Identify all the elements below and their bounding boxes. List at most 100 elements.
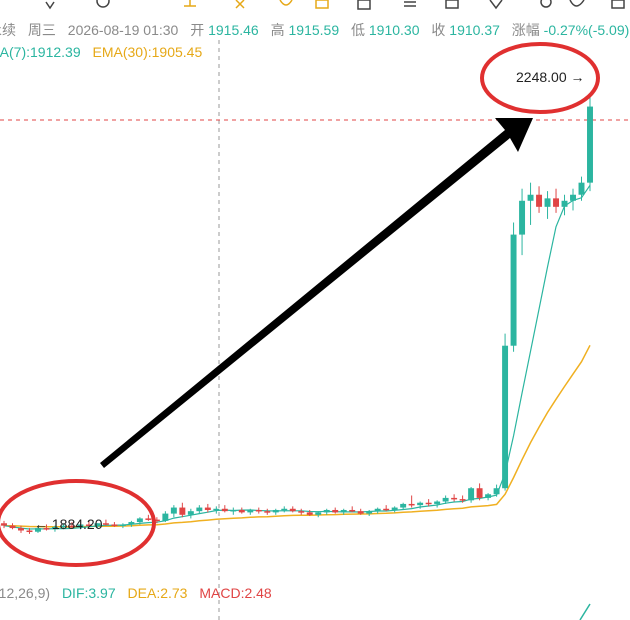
candle-body (221, 508, 228, 512)
candle-body (1, 523, 7, 526)
candle-body (153, 519, 160, 522)
list-icon[interactable] (404, 1, 416, 7)
grid-icon[interactable] (357, 0, 371, 10)
candle-body (349, 509, 356, 512)
low-label: 低 (351, 22, 365, 38)
candle (136, 517, 143, 525)
clock-icon[interactable] (96, 0, 110, 8)
box-icon[interactable] (445, 0, 459, 9)
cross-tool-icon[interactable] (235, 0, 245, 9)
candle (111, 522, 118, 527)
candle (578, 176, 585, 201)
candle-body (179, 507, 186, 515)
open-value: 1915.46 (208, 22, 259, 38)
candle (340, 508, 347, 515)
candle-body (536, 194, 543, 207)
candle-body (51, 526, 58, 530)
candle (306, 509, 313, 517)
candle (485, 493, 492, 501)
candle-body (60, 525, 67, 528)
candle-body (111, 524, 118, 526)
candle-body (136, 518, 143, 523)
candle (434, 500, 441, 508)
candle-body (170, 507, 177, 514)
candle-body (18, 528, 24, 531)
candle-body (476, 488, 483, 498)
close-value: 1910.37 (449, 22, 500, 38)
candle-body (468, 488, 475, 501)
candle-body (264, 511, 271, 513)
candle-body (247, 509, 254, 513)
candle (247, 508, 254, 515)
candle (527, 182, 534, 225)
candle (519, 188, 526, 256)
candle-body (34, 528, 41, 532)
candle (170, 505, 177, 518)
candle-body (451, 497, 458, 500)
low-annotation-circle (0, 479, 156, 567)
candles-layer (1, 94, 593, 534)
candle-body (417, 502, 424, 506)
candle (536, 186, 543, 213)
candle-body (94, 523, 101, 526)
high-annotation-circle (480, 42, 600, 114)
candle (298, 508, 305, 515)
candle-body (43, 528, 50, 530)
down-icon[interactable] (489, 0, 503, 10)
candle-body (493, 488, 500, 495)
macd-dif-line (579, 603, 591, 620)
candle-body (357, 511, 364, 514)
trend-arrow (100, 118, 533, 468)
line-tool-icon[interactable] (184, 0, 196, 7)
candle-body (527, 194, 534, 201)
candle-body (553, 198, 560, 207)
candle (34, 526, 41, 533)
high-label: 高 (270, 22, 285, 38)
candle-body (238, 509, 245, 513)
candle-body (332, 509, 339, 513)
weekday: 周三 (27, 22, 56, 38)
change-value: -0.27%(-5.09) (543, 22, 630, 38)
candle (315, 511, 322, 518)
candle (476, 483, 483, 501)
dif-value: DIF:3.97 (61, 585, 116, 601)
candle (18, 525, 24, 533)
candle-body (289, 508, 296, 512)
curve-tool-icon[interactable] (279, 0, 293, 6)
candle (230, 507, 237, 515)
candle (145, 514, 152, 521)
candle (400, 502, 407, 510)
candle-body (272, 509, 279, 513)
candle-body (578, 182, 585, 195)
candle-body (391, 507, 398, 510)
chevron-icon[interactable] (45, 1, 55, 10)
candle (281, 506, 288, 513)
candle-body (561, 200, 568, 207)
candle (442, 495, 449, 504)
candle (459, 495, 466, 503)
candle-body (196, 507, 203, 512)
ohlc-header: 永续 周三 2026-08-19 01:30 开 1915.46 高 1915.… (0, 20, 629, 40)
candle-body (128, 522, 135, 525)
search-icon[interactable] (540, 0, 552, 8)
candle (544, 191, 551, 219)
candle (391, 506, 398, 513)
open-label: 开 (190, 22, 205, 38)
candle-body (485, 494, 492, 498)
candle (425, 499, 432, 507)
shape-tool-icon[interactable] (315, 0, 329, 9)
candle (204, 503, 211, 513)
candle-body (204, 507, 211, 510)
candle-body (374, 508, 381, 512)
candle (272, 508, 279, 515)
candle (349, 506, 356, 513)
candle (9, 523, 16, 530)
heart-icon[interactable] (569, 0, 585, 7)
candle (323, 508, 330, 515)
settings-icon[interactable] (611, 0, 625, 9)
candle (85, 520, 92, 527)
candle (468, 487, 475, 503)
candle-body (26, 530, 33, 533)
candle-body (434, 501, 441, 504)
